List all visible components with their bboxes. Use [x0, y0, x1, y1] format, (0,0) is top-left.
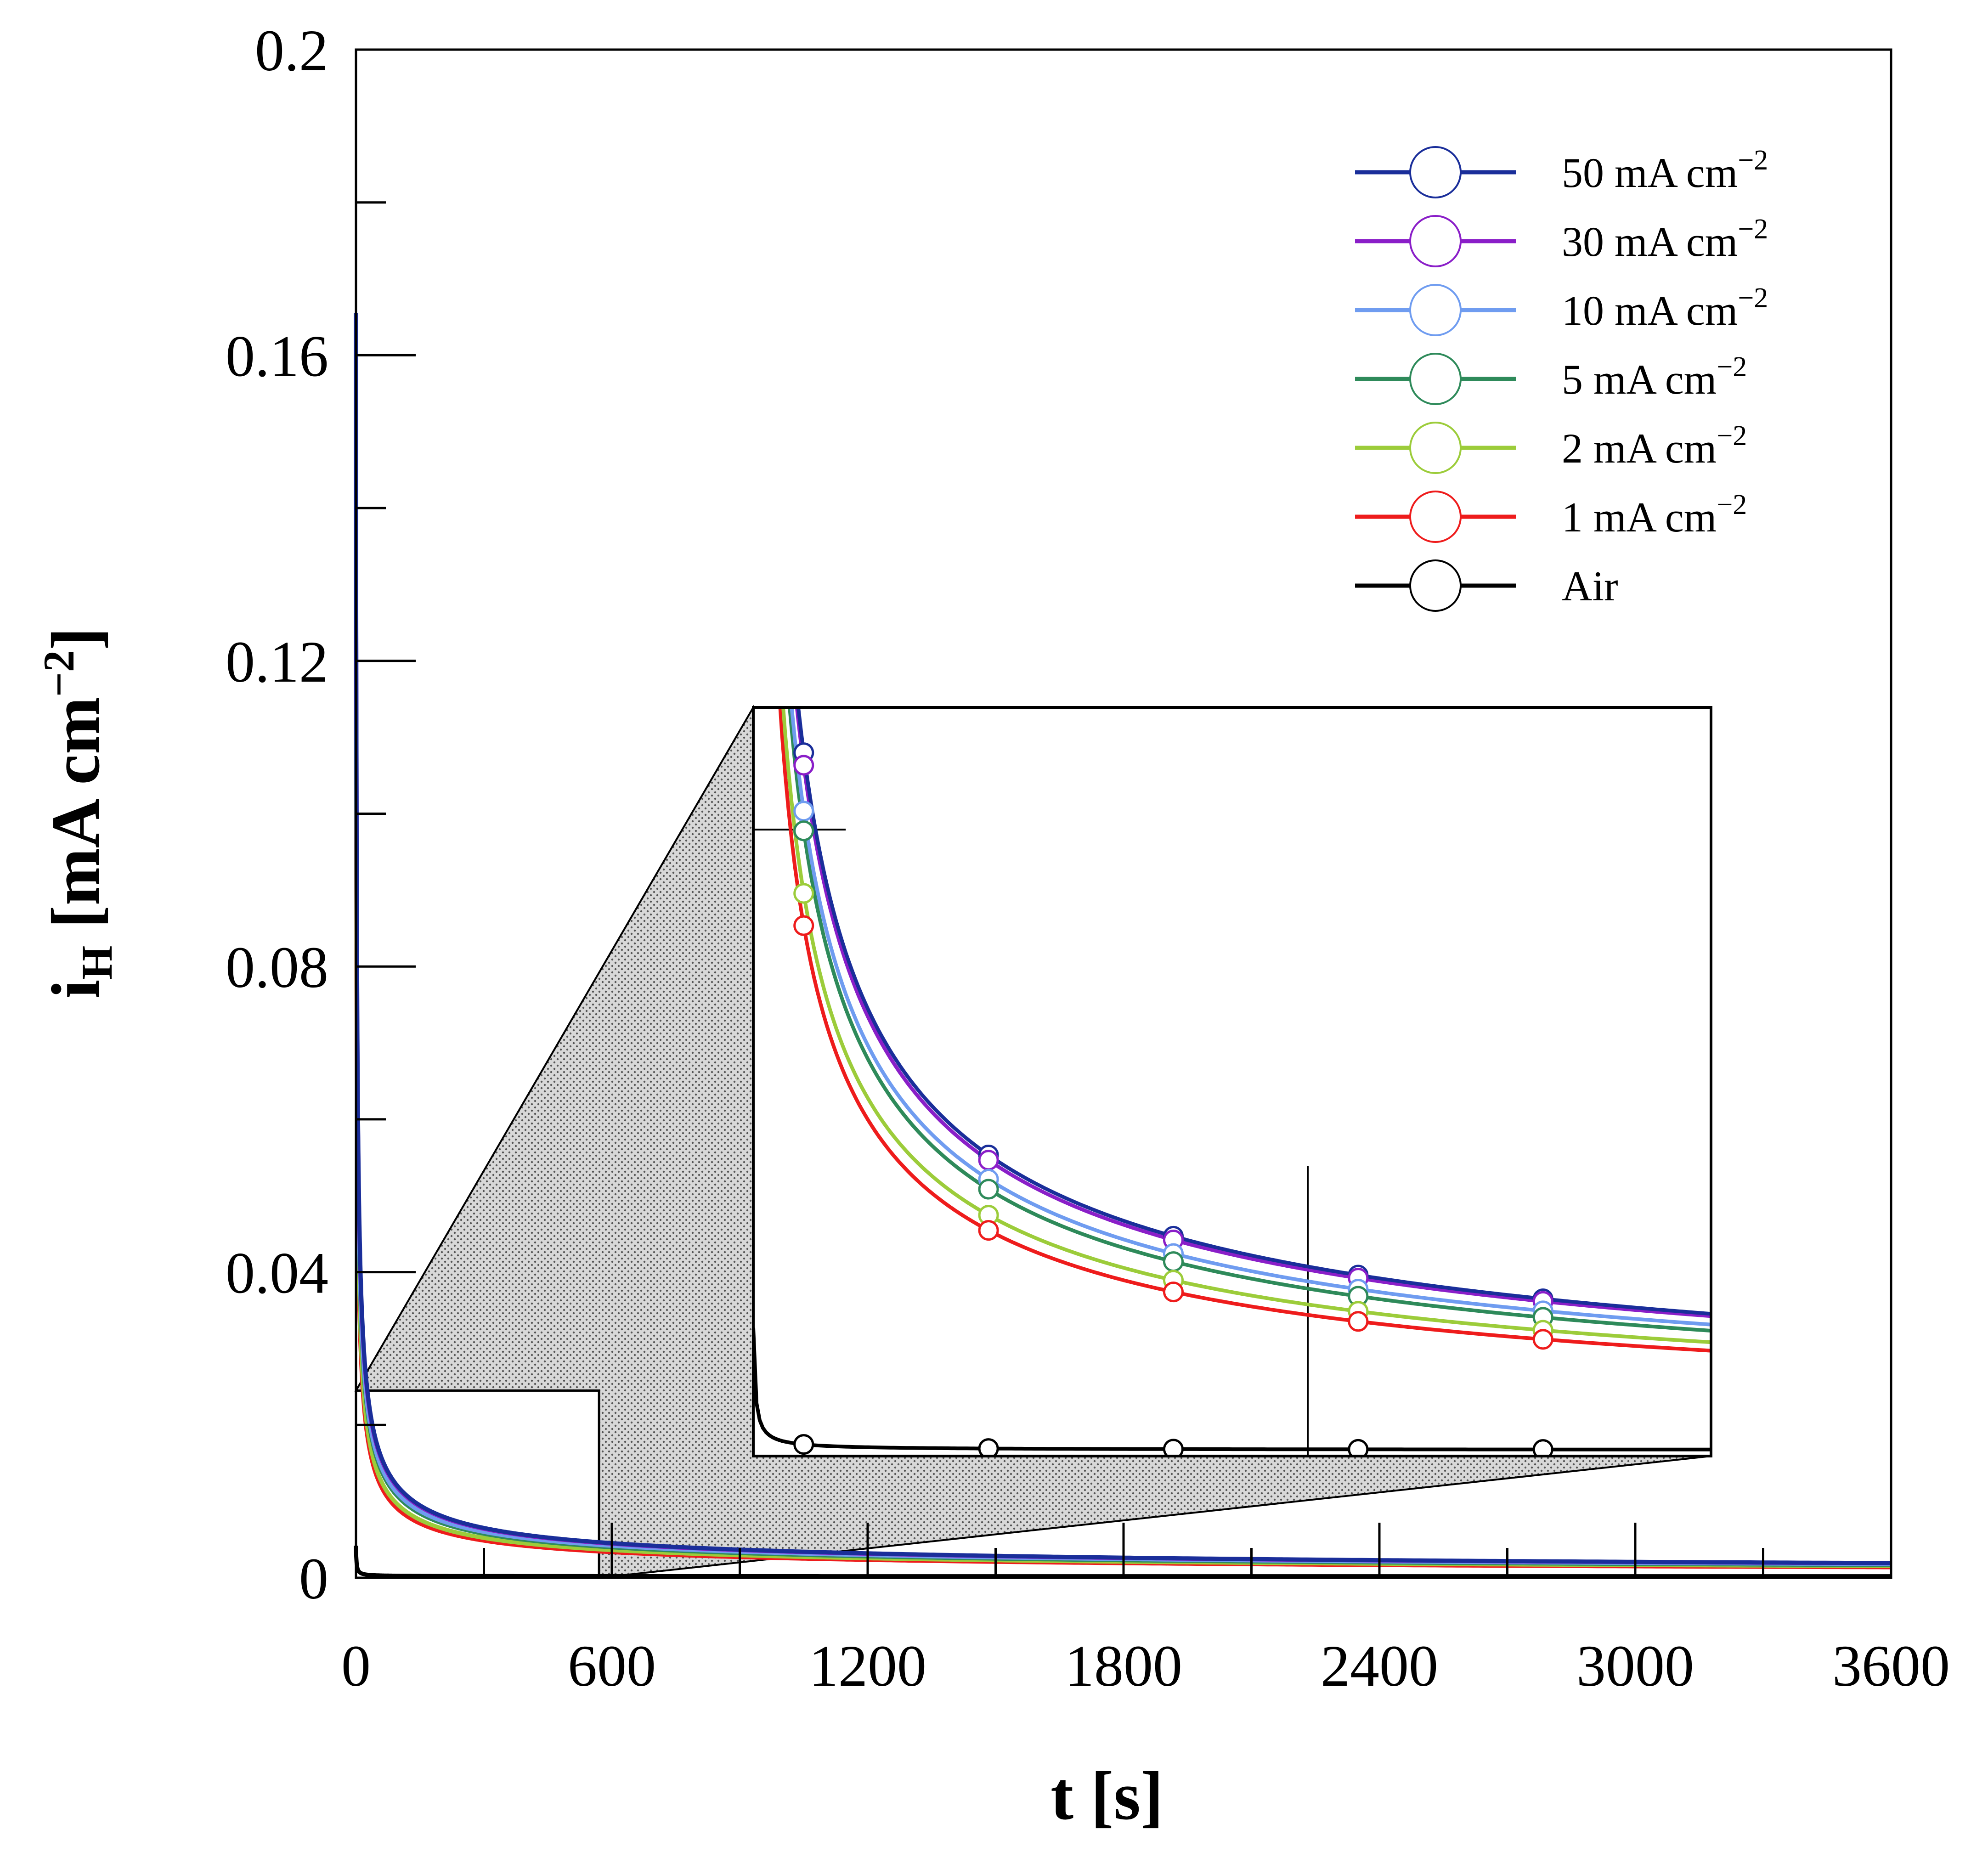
inset-marker — [978, 1150, 999, 1171]
x-axis-title: t [s] — [1050, 1758, 1163, 1834]
inset-marker — [1532, 1329, 1553, 1350]
legend-marker — [1409, 353, 1462, 405]
legend-label-name: 2 mA cm — [1562, 425, 1717, 472]
inset-marker — [793, 820, 814, 841]
legend-marker — [1409, 146, 1462, 198]
inset-marker — [1163, 1251, 1184, 1272]
inset-marker — [1163, 1439, 1184, 1456]
x-tick-label: 1800 — [1065, 1633, 1182, 1699]
inset-marker — [793, 1434, 814, 1455]
y-axis-title-exp: −2 — [34, 650, 83, 697]
inset-panel — [752, 706, 1712, 1457]
legend-label: 30 mA cm−2 — [1562, 214, 1768, 265]
y-axis-title: iH [mA cm−2] — [34, 627, 121, 999]
legend-label: 2 mA cm−2 — [1562, 420, 1747, 472]
inset-marker — [978, 1438, 999, 1456]
legend-label: 10 mA cm−2 — [1562, 282, 1768, 334]
y-tick-label: 0.12 — [226, 629, 328, 694]
main-series-group — [354, 313, 1892, 1579]
legend-marker — [1409, 215, 1462, 267]
y-tick-label: 0.2 — [255, 18, 328, 83]
legend-marker — [1409, 284, 1462, 336]
x-tick-label: 0 — [341, 1633, 371, 1699]
inset-marker — [1348, 1439, 1369, 1456]
legend-marker — [1409, 559, 1462, 612]
y-axis-title-main: i — [38, 980, 114, 999]
legend-label-name: Air — [1562, 563, 1618, 610]
legend-label-exp: −2 — [1717, 351, 1747, 383]
inset-marker — [793, 915, 814, 936]
inset-series-group — [753, 707, 1711, 1456]
y-axis-title-unit: [mA cm — [38, 697, 114, 945]
legend-label: 5 mA cm−2 — [1562, 351, 1747, 403]
y-tick-label: 0 — [299, 1546, 328, 1611]
legend-marker — [1409, 491, 1462, 543]
x-tick-label: 3000 — [1576, 1633, 1694, 1699]
x-tick-label: 1200 — [809, 1633, 926, 1699]
legend-marker — [1409, 422, 1462, 474]
y-tick-label: 0.08 — [226, 935, 328, 1000]
inset-marker — [1163, 1282, 1184, 1303]
legend-label-exp: −2 — [1738, 214, 1768, 245]
y-axis-ticks: 0 0.04 0.08 0.12 0.16 0.2 — [226, 18, 416, 1611]
x-tick-label: 2400 — [1321, 1633, 1438, 1699]
y-tick-label: 0.16 — [226, 323, 328, 389]
legend-label-exp: −2 — [1717, 420, 1747, 452]
inset-marker — [978, 1220, 999, 1241]
inset-marker — [978, 1179, 999, 1200]
legend-label: 1 mA cm−2 — [1562, 489, 1747, 541]
x-tick-label: 600 — [568, 1633, 656, 1699]
legend-label-name: 30 mA cm — [1562, 218, 1738, 265]
inset-marker — [793, 801, 814, 822]
inset-background — [753, 707, 1711, 1456]
y-tick-label: 0.04 — [226, 1241, 328, 1306]
series-line — [354, 313, 1891, 1565]
legend-label-name: 50 mA cm — [1562, 149, 1738, 196]
legend-label-name: 10 mA cm — [1562, 287, 1738, 334]
inset-marker — [1348, 1311, 1369, 1332]
legend-label-exp: −2 — [1738, 282, 1768, 314]
legend-label-exp: −2 — [1738, 145, 1768, 176]
inset-frame — [752, 706, 1712, 1457]
inset-marker — [793, 883, 814, 904]
y-axis-title-sub: H — [73, 946, 121, 980]
inset-marker — [1532, 1439, 1553, 1456]
series-line — [354, 1546, 1891, 1579]
plot-frame — [355, 48, 1892, 1579]
legend-label: Air — [1562, 563, 1618, 610]
legend-label-name: 1 mA cm — [1562, 494, 1717, 541]
y-axis-title-close: ] — [38, 627, 114, 650]
legend: 50 mA cm−230 mA cm−210 mA cm−25 mA cm−22… — [1355, 145, 1768, 612]
inset-marker — [793, 755, 814, 776]
x-tick-label: 3600 — [1832, 1633, 1950, 1699]
legend-label: 50 mA cm−2 — [1562, 145, 1768, 196]
legend-label-name: 5 mA cm — [1562, 356, 1717, 403]
x-axis-ticks: 0 600 1200 1800 2400 3000 3600 — [341, 1523, 1950, 1699]
legend-label-exp: −2 — [1717, 489, 1747, 520]
